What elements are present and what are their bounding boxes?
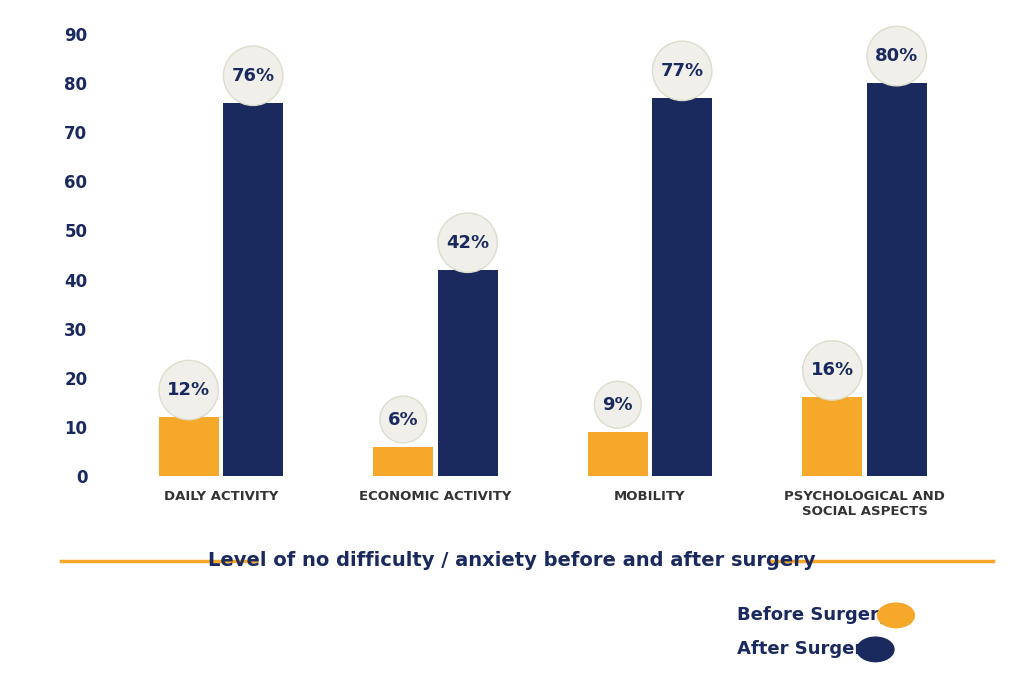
- Bar: [652, 98, 713, 476]
- Bar: [223, 103, 283, 476]
- Bar: [437, 270, 498, 476]
- Text: 16%: 16%: [811, 361, 854, 379]
- Bar: [159, 417, 219, 476]
- Text: 6%: 6%: [388, 411, 419, 428]
- Bar: [588, 432, 648, 476]
- Text: Before Surgery: Before Surgery: [737, 607, 891, 624]
- Text: 12%: 12%: [167, 381, 210, 399]
- Bar: [803, 397, 862, 476]
- Text: 9%: 9%: [602, 396, 633, 414]
- Text: 77%: 77%: [660, 62, 703, 80]
- Text: After Surgery: After Surgery: [737, 641, 876, 658]
- Text: 76%: 76%: [231, 67, 274, 85]
- Text: Level of no difficulty / anxiety before and after surgery: Level of no difficulty / anxiety before …: [208, 551, 816, 571]
- Bar: [373, 447, 433, 476]
- Bar: [866, 83, 927, 476]
- Text: 80%: 80%: [876, 47, 919, 65]
- Text: 42%: 42%: [446, 234, 489, 252]
